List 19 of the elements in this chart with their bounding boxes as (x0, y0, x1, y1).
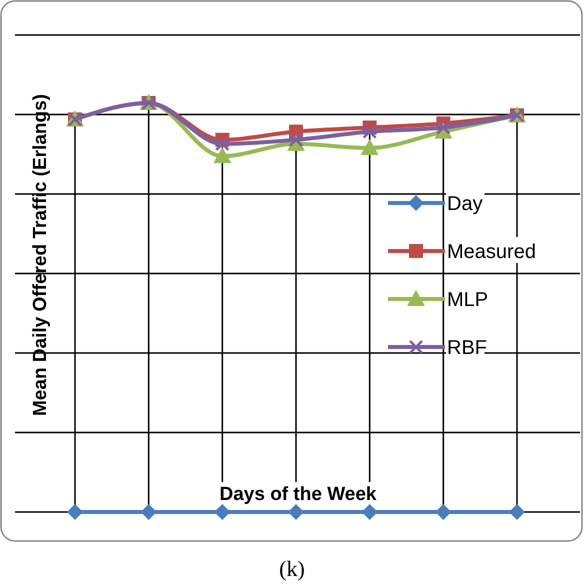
point (362, 504, 378, 520)
point (67, 504, 83, 520)
point (140, 504, 157, 520)
y-axis-title: Mean Daily Offered Traffic (Erlangs) (30, 94, 51, 416)
point (288, 504, 304, 520)
legend-label: MLP (447, 289, 488, 311)
legend-label: Measured (447, 241, 536, 263)
point (435, 504, 452, 520)
x-axis-title: Days of the Week (220, 484, 377, 505)
legend-label: Day (447, 193, 483, 215)
text: (k) (279, 556, 305, 581)
point (509, 504, 525, 520)
point (360, 138, 379, 155)
point (215, 136, 230, 152)
point (213, 147, 232, 164)
point (288, 132, 304, 148)
point (362, 124, 377, 139)
legend-label: RBF (447, 337, 487, 359)
point (214, 504, 230, 520)
